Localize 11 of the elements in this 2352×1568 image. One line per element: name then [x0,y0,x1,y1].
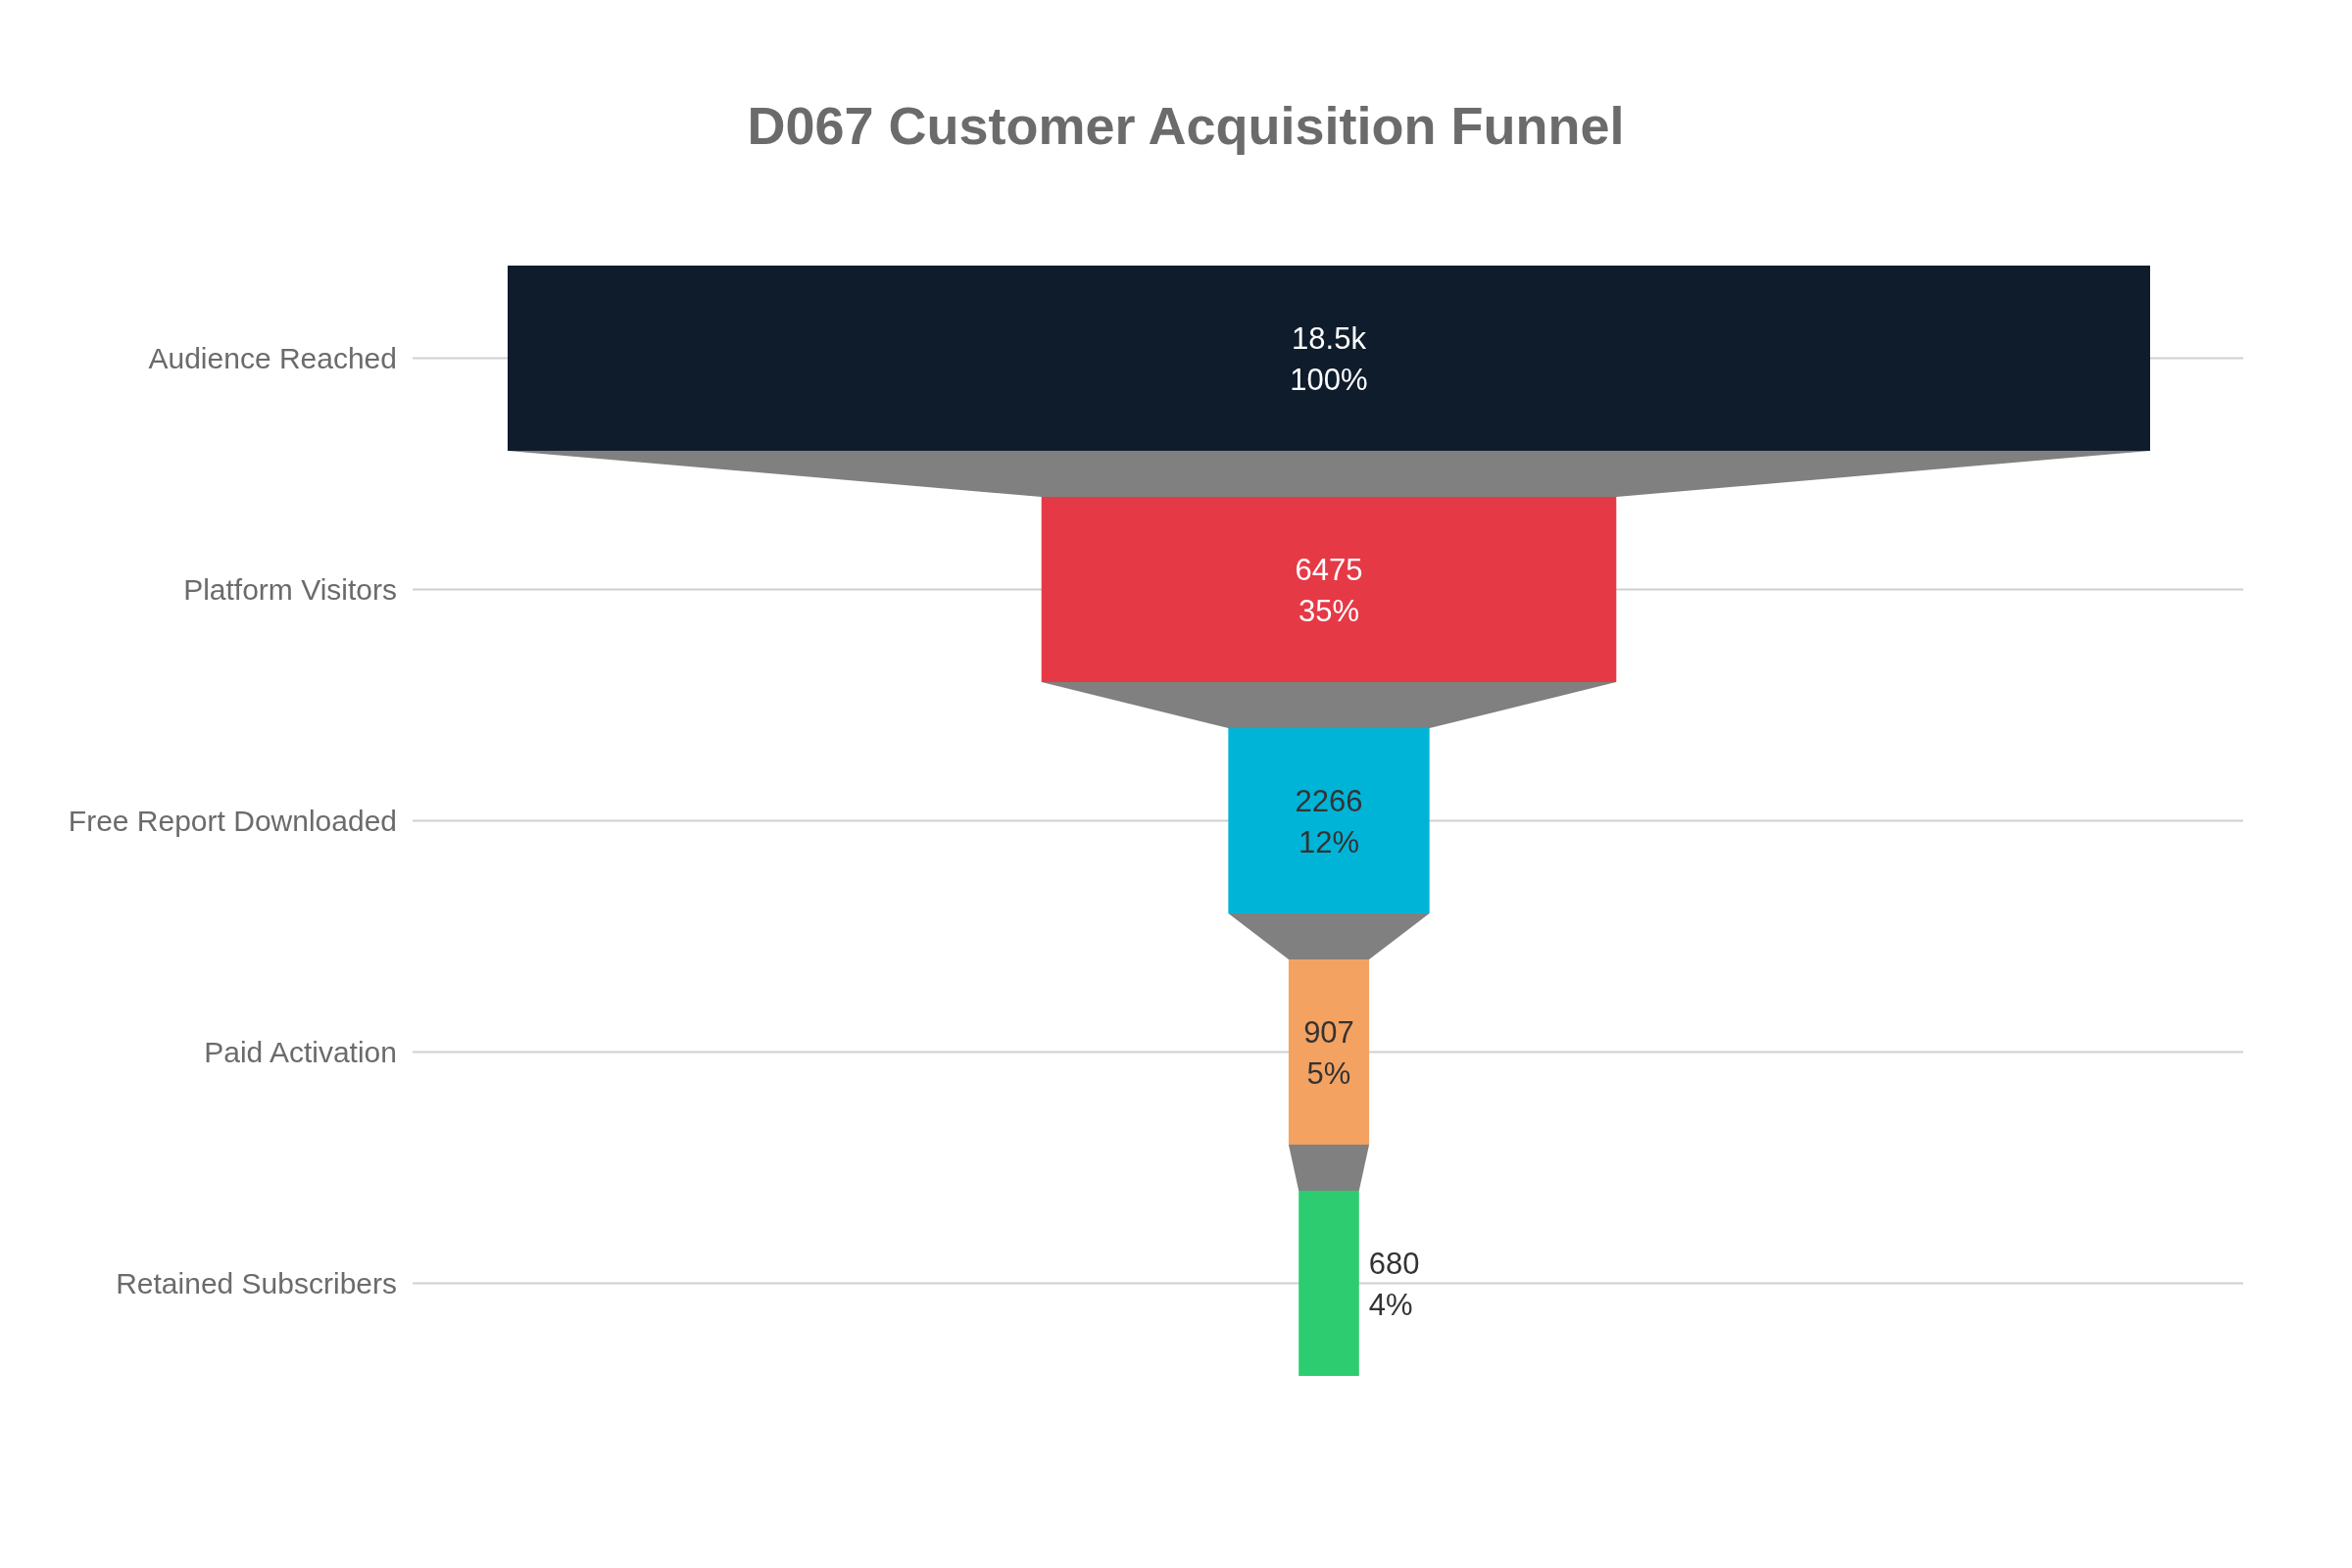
category-label: Free Report Downloaded [68,805,397,837]
text: D067 Customer Acquisition Funnel [747,96,1625,155]
category-label: Platform Visitors [183,573,397,606]
data-label: 907 5% [1303,1014,1354,1090]
data-label: 680 4% [1368,1246,1420,1321]
data-label: 18.5k 100% [1290,320,1368,396]
category-label: Paid Activation [204,1036,397,1068]
category-label: Audience Reached [148,342,397,374]
data-label: 6475 35% [1295,552,1363,627]
category-label: Retained Subscribers [116,1267,397,1299]
data-label: 2266 12% [1295,783,1363,858]
